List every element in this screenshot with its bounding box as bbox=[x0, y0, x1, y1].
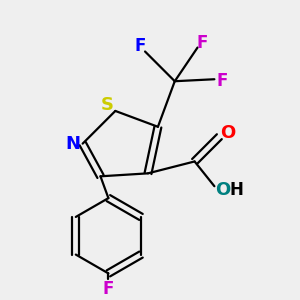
Text: F: F bbox=[134, 37, 146, 55]
Text: O: O bbox=[220, 124, 235, 142]
Text: O: O bbox=[215, 181, 230, 199]
Text: F: F bbox=[197, 34, 208, 52]
Text: F: F bbox=[103, 280, 114, 298]
Text: H: H bbox=[229, 181, 243, 199]
Text: S: S bbox=[101, 96, 114, 114]
Text: N: N bbox=[65, 135, 80, 153]
Text: F: F bbox=[217, 72, 228, 90]
